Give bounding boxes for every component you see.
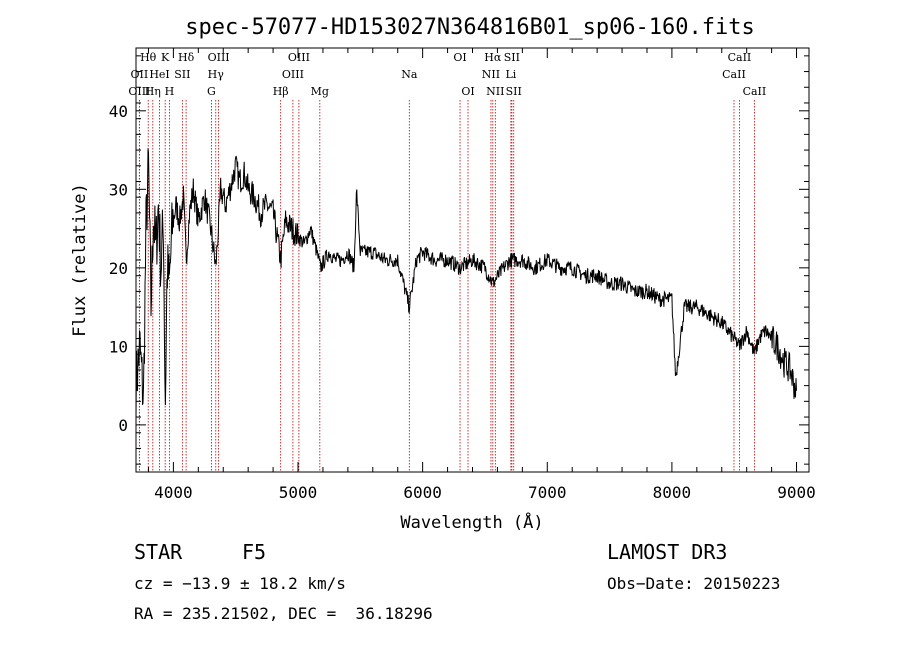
line-label: K <box>161 51 170 64</box>
y-tick-label: 30 <box>109 180 128 199</box>
plot-frame <box>135 47 810 473</box>
line-label: CaII <box>722 68 746 81</box>
line-label: Na <box>401 68 418 81</box>
line-label: OIII <box>288 51 310 64</box>
x-tick-label: 9000 <box>777 483 816 502</box>
x-tick-label: 4000 <box>154 483 193 502</box>
line-label: CaII <box>728 51 752 64</box>
line-label: OII <box>131 68 149 81</box>
line-label: NII <box>482 68 500 81</box>
line-label: SII <box>174 68 190 81</box>
line-label: Hγ <box>208 68 225 81</box>
object-class: STAR <box>134 540 183 564</box>
line-label: G <box>207 85 216 98</box>
axis-ticks: 4000 5000 6000 7000 8000 9000 0 10 20 30 40 <box>109 48 816 502</box>
spectrum-data <box>135 148 797 422</box>
line-label: Hβ <box>273 85 289 98</box>
y-tick-label: 20 <box>109 259 128 278</box>
line-label: H <box>165 85 175 98</box>
line-label: SII <box>506 85 522 98</box>
y-tick-label: 0 <box>118 416 128 435</box>
line-label: OIII <box>208 51 230 64</box>
object-subclass: F5 <box>242 540 267 564</box>
line-label: NII <box>486 85 504 98</box>
spectrum-line <box>135 148 797 422</box>
line-label: SII <box>504 51 520 64</box>
survey-name: LAMOST DR3 <box>607 540 728 564</box>
line-label: Hη <box>145 85 161 98</box>
observation-date: Obs−Date: 20150223 <box>607 574 781 593</box>
coordinates: RA = 235.21502, DEC = 36.18296 <box>134 604 433 623</box>
x-tick-label: 7000 <box>528 483 567 502</box>
line-label: Li <box>505 68 516 81</box>
y-tick-label: 40 <box>109 102 128 121</box>
line-label: OI <box>453 51 466 64</box>
line-label: Hδ <box>178 51 195 64</box>
x-axis-label: Wavelength (Å) <box>400 511 543 533</box>
line-label: OI <box>461 85 474 98</box>
line-label: Hθ <box>140 51 157 64</box>
line-label: OIII <box>282 68 304 81</box>
x-tick-label: 8000 <box>653 483 692 502</box>
chart-title: spec-57077-HD153027N364816B01_sp06-160.f… <box>185 15 755 40</box>
line-label: CaII <box>743 85 767 98</box>
line-label: Mg <box>311 85 329 98</box>
line-label: HeI <box>149 68 169 81</box>
y-tick-label: 10 <box>109 337 128 356</box>
line-label: OIII <box>128 85 150 98</box>
redshift-value: cz = −13.9 ± 18.2 km/s <box>134 574 346 593</box>
y-axis-label: Flux (relative) <box>70 183 90 337</box>
line-label: Hα <box>484 51 502 64</box>
x-tick-label: 5000 <box>279 483 318 502</box>
x-tick-label: 6000 <box>403 483 442 502</box>
